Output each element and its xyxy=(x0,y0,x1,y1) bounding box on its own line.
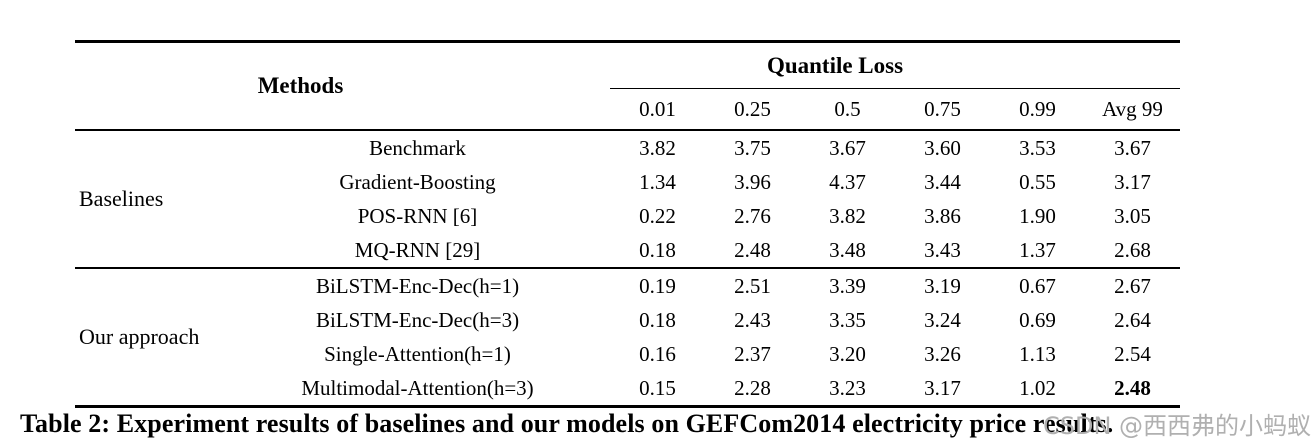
cell-value: 3.26 xyxy=(924,341,961,366)
cell-value: 4.37 xyxy=(829,169,866,194)
cell-value: 3.67 xyxy=(829,135,866,160)
quantile-header-075: 0.75 xyxy=(924,96,961,121)
quantile-loss-group-header: Quantile Loss xyxy=(610,41,1180,89)
baselines-group: Baselines Benchmark 3.82 3.75 3.67 3.60 … xyxy=(75,130,1180,268)
cell-value: 2.51 xyxy=(705,267,800,303)
method-name: Multimodal-Attention(h=3) xyxy=(301,375,534,400)
cell-value: 0.55 xyxy=(1019,169,1056,194)
quantile-header-05: 0.5 xyxy=(834,96,861,121)
cell-value: 3.43 xyxy=(924,237,961,262)
cell-value: 3.48 xyxy=(829,237,866,262)
quantile-header-099: 0.99 xyxy=(1019,96,1056,121)
cell-value: 2.64 xyxy=(1114,307,1151,332)
quantile-header-avg99: Avg 99 xyxy=(1102,96,1163,121)
methods-column-header: Methods xyxy=(257,73,344,98)
cell-value: 3.60 xyxy=(924,135,961,160)
cell-value: 0.22 xyxy=(639,203,676,228)
method-name: POS-RNN [6] xyxy=(357,203,478,228)
cell-value: 3.35 xyxy=(829,307,866,332)
header-row-quantiles: 0.01 0.25 0.5 0.75 0.99 Avg 99 xyxy=(75,89,1180,131)
table-row-bilstm-h3: BiLSTM-Enc-Dec(h=3) 0.18 2.43 3.35 3.24 … xyxy=(75,303,1180,337)
cell-value: 3.96 xyxy=(734,169,771,194)
cell-value: 3.75 xyxy=(734,135,771,160)
quantile-header-001: 0.01 xyxy=(639,96,676,121)
method-name: Gradient-Boosting xyxy=(339,169,496,194)
table-row-gradient-boosting: Gradient-Boosting 1.34 3.96 4.37 3.44 0.… xyxy=(75,165,1180,199)
csdn-watermark: CSDN @西西弗的小蚂蚁 xyxy=(1043,412,1312,440)
table-row-benchmark: Baselines Benchmark 3.82 3.75 3.67 3.60 … xyxy=(75,130,1180,212)
cell-value: 2.76 xyxy=(734,203,771,228)
group-label-baselines: Baselines xyxy=(79,186,164,211)
table-row-pos-rnn: POS-RNN [6] 0.22 2.76 3.82 3.86 1.90 3.0… xyxy=(75,199,1180,233)
quantile-header-025: 0.25 xyxy=(734,96,771,121)
cell-value: 2.43 xyxy=(734,307,771,332)
cell-value: 1.02 xyxy=(1019,375,1056,400)
cell-value: 2.48 xyxy=(734,237,771,262)
cell-value-best: 2.48 xyxy=(1114,375,1151,400)
table-row-multimodal-attention: Multimodal-Attention(h=3) 0.15 2.28 3.23… xyxy=(75,371,1180,407)
cell-value: 3.24 xyxy=(924,307,961,332)
cell-value: 3.20 xyxy=(829,341,866,366)
method-name: MQ-RNN [29] xyxy=(354,237,481,262)
cell-value: 3.39 xyxy=(800,267,895,303)
table-caption: Table 2: Experiment results of baselines… xyxy=(20,409,1114,438)
results-table: Methods Quantile Loss 0.01 0.25 0.5 0.75… xyxy=(75,40,1180,408)
cell-value: 2.28 xyxy=(734,375,771,400)
cell-value: 0.16 xyxy=(639,341,676,366)
cell-value: 1.90 xyxy=(1019,203,1056,228)
cell-value: 3.17 xyxy=(1114,169,1151,194)
cell-value: 0.67 xyxy=(990,267,1085,303)
method-name: Single-Attention(h=1) xyxy=(324,341,511,366)
method-name: BiLSTM-Enc-Dec(h=3) xyxy=(315,307,520,332)
group-label-our-approach: Our approach xyxy=(75,267,225,407)
table-header: Methods Quantile Loss 0.01 0.25 0.5 0.75… xyxy=(75,41,1180,131)
cell-value: 2.67 xyxy=(1085,267,1180,303)
cell-value: 1.13 xyxy=(1019,341,1056,366)
cell-value: 0.69 xyxy=(1019,307,1056,332)
cell-value: 2.37 xyxy=(734,341,771,366)
cell-value: 3.86 xyxy=(924,203,961,228)
cell-value: 3.05 xyxy=(1114,203,1151,228)
table-row-bilstm-h1: Our approach BiLSTM-Enc-Dec(h=1) 0.19 2.… xyxy=(75,267,1180,407)
cell-value: 3.82 xyxy=(829,203,866,228)
cell-value: 3.19 xyxy=(895,267,990,303)
cell-value: 3.17 xyxy=(924,375,961,400)
header-row-top: Methods Quantile Loss xyxy=(75,41,1180,98)
cell-value: 1.37 xyxy=(1019,237,1056,262)
method-name: BiLSTM-Enc-Dec(h=1) xyxy=(225,267,610,303)
cell-value: 3.23 xyxy=(829,375,866,400)
cell-value: 3.44 xyxy=(924,169,961,194)
cell-value: 3.67 xyxy=(1114,135,1151,160)
method-name: Benchmark xyxy=(369,135,466,160)
cell-value: 0.18 xyxy=(639,237,676,262)
cell-value: 2.54 xyxy=(1114,341,1151,366)
cell-value: 0.19 xyxy=(610,267,705,303)
cell-value: 3.53 xyxy=(1019,135,1056,160)
cell-value: 2.68 xyxy=(1114,237,1151,262)
our-approach-group: Our approach BiLSTM-Enc-Dec(h=1) 0.19 2.… xyxy=(75,267,1180,407)
table-row-single-attention: Single-Attention(h=1) 0.16 2.37 3.20 3.2… xyxy=(75,337,1180,371)
cell-value: 3.82 xyxy=(639,135,676,160)
cell-value: 0.15 xyxy=(639,375,676,400)
cell-value: 0.18 xyxy=(639,307,676,332)
table-row-mq-rnn: MQ-RNN [29] 0.18 2.48 3.48 3.43 1.37 2.6… xyxy=(75,233,1180,268)
cell-value: 1.34 xyxy=(639,169,676,194)
